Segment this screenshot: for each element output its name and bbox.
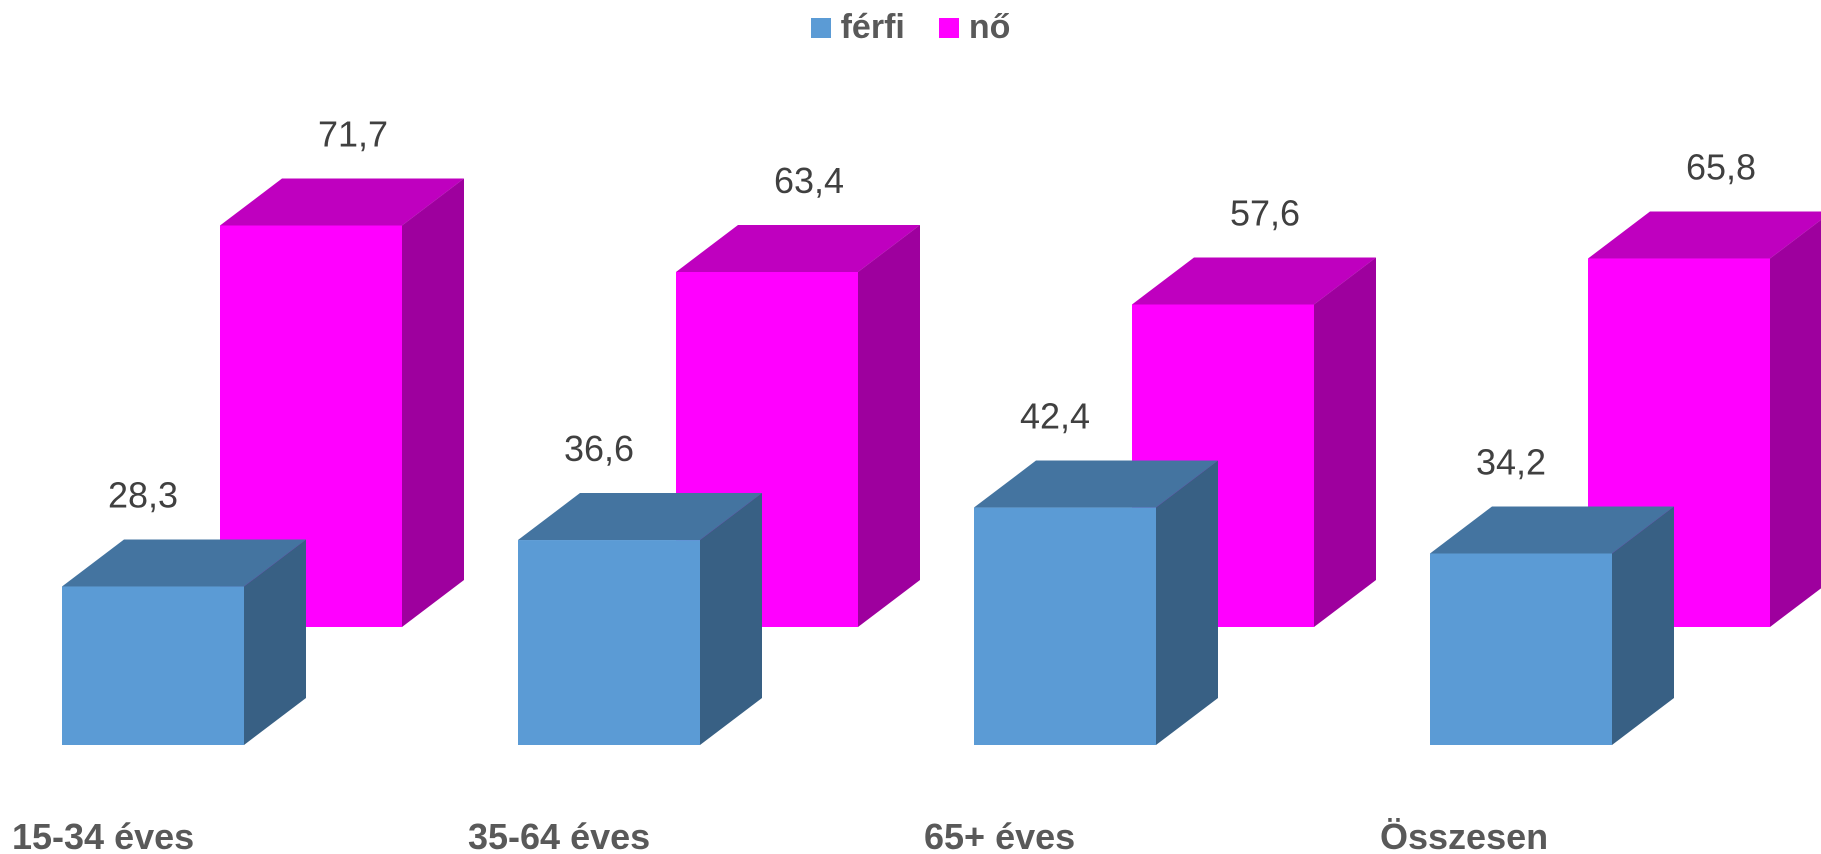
bar-no-osszesen-side: [1770, 219, 1821, 627]
data-label-no-15-34-eves: 71,7: [318, 113, 388, 154]
bar-ferfi-15-34-eves-side: [244, 539, 306, 745]
bar-ferfi-osszesen-side: [1612, 506, 1674, 745]
legend: férfi nő: [0, 8, 1821, 47]
bar-ferfi-65-eves-side: [1156, 460, 1218, 745]
bar-ferfi-osszesen: [1430, 506, 1674, 745]
bar-ferfi-15-34-eves-top: [62, 539, 306, 587]
category-label-65-eves: 65+ éves: [924, 816, 1075, 854]
bar-ferfi-15-34-eves: [62, 539, 306, 745]
bar-ferfi-35-64-eves-top: [518, 493, 762, 541]
bar-ferfi-35-64-eves-side: [700, 493, 762, 745]
data-label-ferfi-osszesen: 34,2: [1476, 441, 1546, 482]
data-label-no-35-64-eves: 63,4: [774, 160, 844, 201]
legend-swatch-ferfi: [810, 17, 831, 38]
bar-ferfi-35-64-eves: [518, 493, 762, 745]
bar-ferfi-15-34-eves-front: [62, 586, 244, 745]
bar-ferfi-osszesen-front: [1430, 553, 1612, 745]
bar-no-35-64-eves-top: [676, 224, 920, 272]
data-label-ferfi-15-34-eves: 28,3: [108, 475, 178, 516]
labels-layer: 71,7 28,3 15-34 éves 63,4 36,6 35-64 éves 57,6…: [12, 113, 1756, 854]
data-label-ferfi-35-64-eves: 36,6: [564, 428, 634, 469]
data-label-no-65-eves: 57,6: [1230, 192, 1300, 233]
legend-item-ferfi: férfi: [810, 8, 905, 47]
bar-ferfi-65-eves: [974, 460, 1218, 745]
bars-layer: [62, 178, 1821, 745]
bar-ferfi-35-64-eves-front: [518, 540, 700, 745]
bar-no-15-34-eves-top: [220, 178, 464, 226]
bar-no-15-34-eves-side: [402, 178, 464, 628]
category-label-35-64-eves: 35-64 éves: [468, 816, 650, 854]
bar-no-osszesen-top: [1588, 211, 1821, 259]
legend-label-no: nő: [968, 8, 1011, 46]
legend-label-ferfi: férfi: [840, 8, 905, 46]
bar-no-65-eves-top: [1132, 257, 1376, 305]
bar-ferfi-65-eves-top: [974, 460, 1218, 508]
bar-no-35-64-eves: [676, 224, 920, 627]
bar-ferfi-65-eves-front: [974, 507, 1156, 745]
category-label-15-34-eves: 15-34 éves: [12, 816, 194, 854]
bar-no-35-64-eves-side: [858, 224, 920, 627]
legend-swatch-no: [938, 17, 959, 38]
category-label-osszesen: Összesen: [1380, 816, 1548, 854]
data-label-ferfi-65-eves: 42,4: [1020, 396, 1090, 437]
bar-no-65-eves-side: [1314, 257, 1376, 627]
legend-item-no: nő: [938, 8, 1011, 47]
data-label-no-osszesen: 65,8: [1686, 147, 1756, 188]
bar-ferfi-osszesen-top: [1430, 506, 1674, 554]
